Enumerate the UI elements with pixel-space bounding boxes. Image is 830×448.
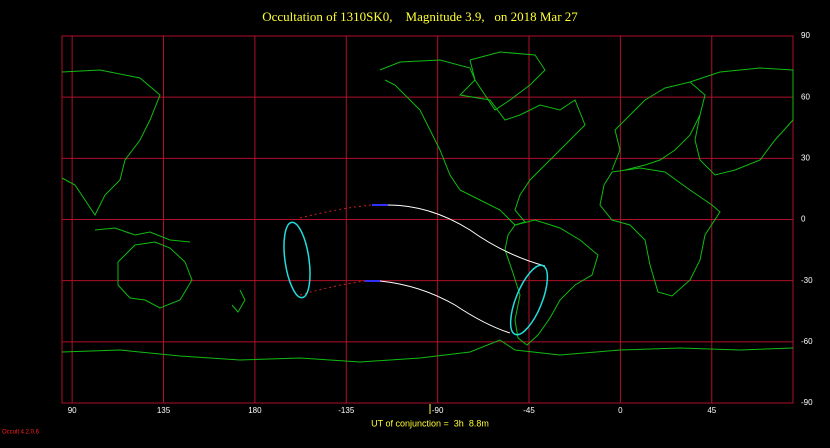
south-limit bbox=[379, 280, 511, 334]
coast-europe bbox=[611, 81, 706, 171]
y-tick-label: 60 bbox=[801, 92, 810, 101]
coast-north-america bbox=[379, 59, 586, 226]
footer: UT of conjunction = 3h 8.8m bbox=[371, 418, 489, 428]
y-tick-label: 30 bbox=[801, 153, 810, 162]
coast-asia-east bbox=[689, 67, 794, 176]
occultation-path bbox=[283, 204, 549, 336]
north-limit-dotted bbox=[299, 204, 373, 219]
x-tick-label: -90 bbox=[432, 406, 444, 415]
shadow-outline-start bbox=[283, 221, 311, 299]
y-tick-label: 0 bbox=[801, 215, 806, 224]
y-tick-label: -60 bbox=[801, 337, 813, 346]
x-tick-label: -135 bbox=[338, 406, 355, 415]
coast-south-america bbox=[504, 219, 599, 346]
coast-new-zealand bbox=[231, 289, 246, 313]
coast-greenland bbox=[469, 51, 546, 111]
version: Occult 4.2.0.6 bbox=[2, 430, 40, 436]
map-title: Occultation of 1310SK0, Magnitude 3.9, o… bbox=[262, 9, 578, 24]
coast-indonesia bbox=[94, 227, 191, 243]
coast-antarctica bbox=[61, 339, 794, 363]
y-tick-label: 90 bbox=[801, 31, 810, 40]
coast-africa bbox=[599, 167, 721, 297]
x-tick-label: 180 bbox=[248, 406, 262, 415]
coastlines bbox=[61, 51, 794, 363]
x-tick-label: 0 bbox=[618, 406, 623, 415]
y-tick-label: -30 bbox=[801, 276, 813, 285]
x-tick-label: 45 bbox=[707, 406, 716, 415]
y-tick-label: -90 bbox=[801, 398, 813, 407]
coast-australia bbox=[117, 241, 193, 309]
x-tick-label: 90 bbox=[68, 406, 77, 415]
x-tick-label: -45 bbox=[523, 406, 535, 415]
coast-asia-west bbox=[61, 69, 161, 216]
x-tick-label: 135 bbox=[157, 406, 171, 415]
shadow-outline-end bbox=[509, 264, 549, 336]
grid bbox=[61, 35, 794, 404]
north-limit bbox=[387, 204, 546, 267]
